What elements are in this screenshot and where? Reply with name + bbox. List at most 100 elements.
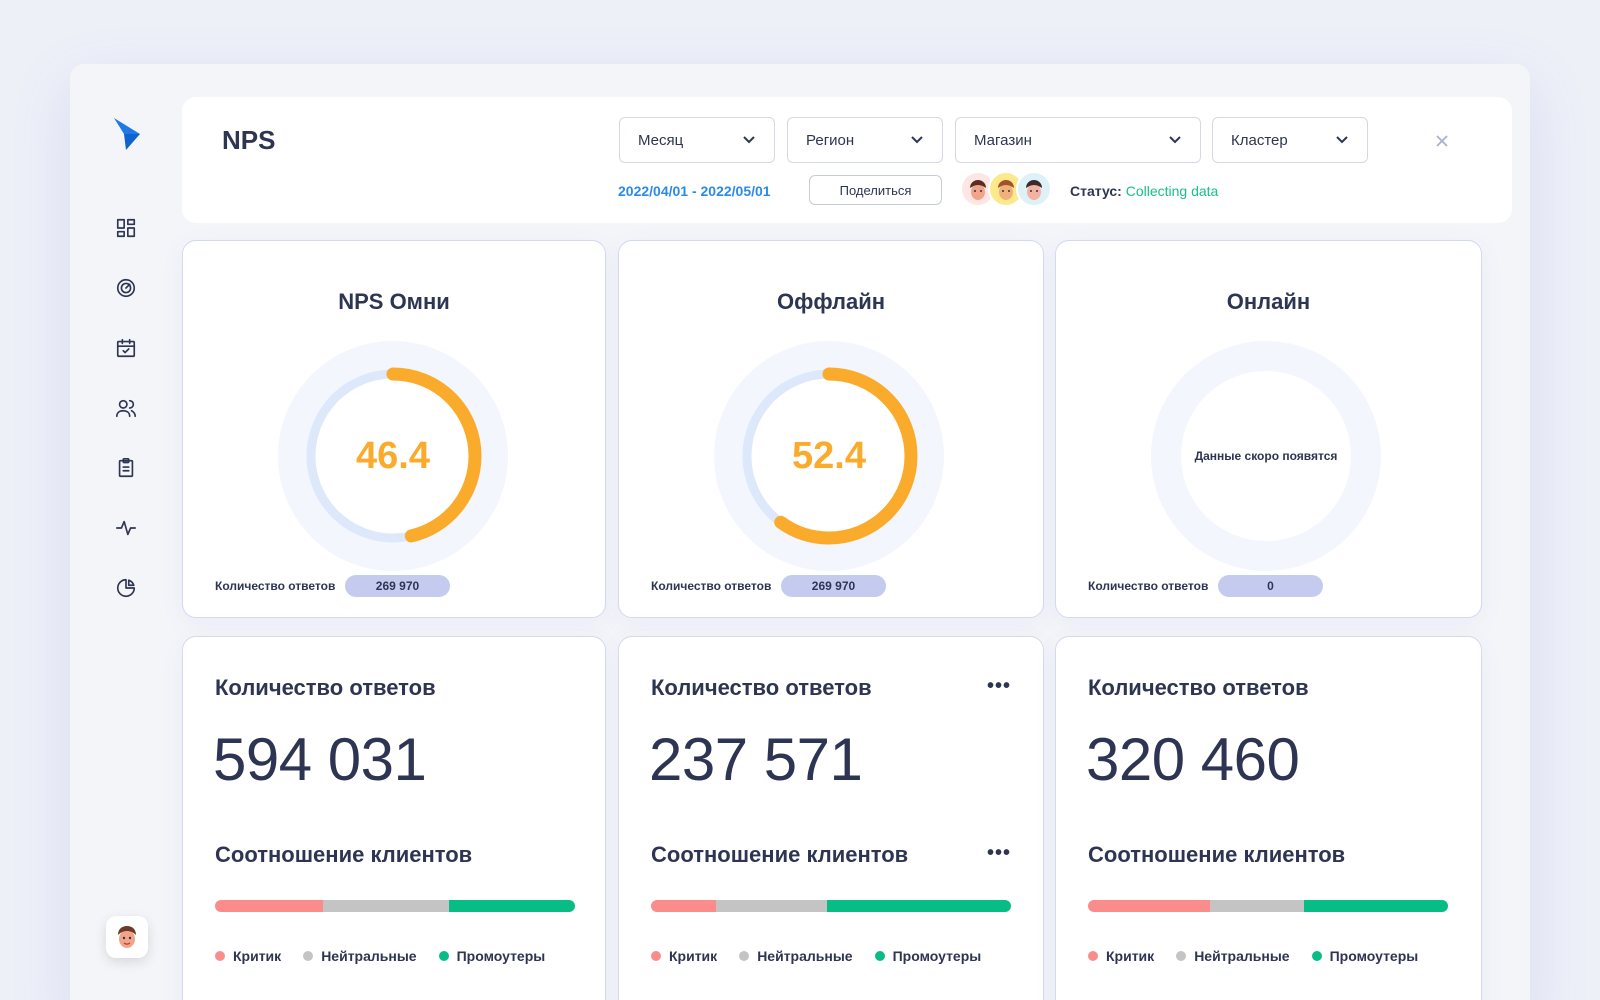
status-label: Статус: — [1070, 183, 1122, 199]
gauge-title: NPS Омни — [338, 289, 450, 314]
filter-month-dropdown[interactable]: Месяц — [619, 117, 775, 163]
ratio-critics-segment — [651, 900, 716, 912]
activity-icon[interactable] — [114, 516, 138, 540]
gauge-halo — [278, 341, 508, 571]
ratio-promoters-segment — [1303, 900, 1448, 912]
ratio-legend: Критик Нейтральные Промоутеры — [651, 948, 981, 964]
legend-critics-label: Критик — [669, 948, 718, 964]
neutral-dot-icon — [739, 951, 750, 961]
gauge-chart — [278, 341, 508, 571]
ratio-promoters-segment — [827, 900, 1011, 912]
pie-chart-icon[interactable] — [114, 576, 138, 600]
promoters-dot-icon — [1311, 951, 1322, 961]
ratio-bar — [651, 900, 1011, 912]
critics-dot-icon — [651, 951, 661, 961]
promoters-dot-icon — [874, 951, 885, 961]
gauge-center — [322, 385, 464, 527]
avatar-face-icon — [1026, 180, 1042, 200]
chevron-down-icon — [1169, 136, 1181, 144]
gauge-arc — [304, 367, 482, 545]
stat-title: Количество ответов — [1088, 675, 1309, 700]
legend-promoters: Промоутеры — [874, 948, 982, 964]
users-icon[interactable] — [114, 396, 138, 420]
avatar-face-icon — [114, 924, 140, 950]
legend-critics: Критик — [215, 948, 281, 964]
gauge-chart — [714, 341, 944, 571]
chevron-down-icon — [911, 136, 923, 144]
count-label: Количество ответов — [651, 579, 772, 593]
legend-neutral: Нейтральные — [1176, 948, 1290, 964]
legend-promoters-label: Промоутеры — [892, 948, 982, 964]
ratio-promoters-segment — [449, 900, 575, 912]
gauge-card-online: Онлайн Данные скоро появятся Количество … — [1055, 240, 1482, 618]
dashboard-icon[interactable] — [114, 216, 138, 240]
user-avatar[interactable] — [106, 916, 148, 958]
count-badge: 0 — [1218, 575, 1323, 597]
promoters-dot-icon — [438, 951, 449, 961]
clipboard-icon[interactable] — [114, 456, 138, 480]
ratio-title: Соотношение клиентов — [1088, 842, 1346, 867]
sidebar — [70, 64, 182, 1000]
avatar[interactable] — [1016, 171, 1052, 207]
filter-store-label: Магазин — [974, 131, 1032, 149]
gauge-placeholder: Данные скоро появятся — [1194, 449, 1338, 463]
ratio-bar — [1088, 900, 1448, 912]
legend-neutral: Нейтральные — [739, 948, 853, 964]
legend-neutral-label: Нейтральные — [757, 948, 853, 964]
date-range[interactable]: 2022/04/01 - 2022/05/01 — [618, 183, 771, 199]
legend-neutral-label: Нейтральные — [321, 948, 417, 964]
neutral-dot-icon — [1176, 951, 1187, 961]
count-label: Количество ответов — [215, 579, 336, 593]
ratio-legend: Критик Нейтральные Промоутеры — [215, 948, 545, 964]
avatar-face-icon — [970, 180, 986, 200]
calendar-check-icon[interactable] — [114, 336, 138, 360]
filter-month-label: Месяц — [638, 131, 684, 149]
count-label: Количество ответов — [1088, 579, 1209, 593]
gauge-title: Оффлайн — [776, 289, 886, 314]
stat-value: 320 460 — [1086, 726, 1300, 793]
legend-critics-label: Критик — [1106, 948, 1155, 964]
legend-critics: Критик — [1088, 948, 1154, 964]
stat-title: Количество ответов — [215, 675, 436, 700]
count-badge: 269 970 — [781, 575, 886, 597]
stat-card-online: Количество ответов 320 460 Соотношение к… — [1055, 636, 1482, 1000]
legend-promoters: Промоутеры — [1311, 948, 1418, 964]
ratio-title: Соотношение клиентов — [651, 842, 909, 867]
more-options-icon[interactable]: ••• — [986, 842, 1011, 864]
legend-critics: Критик — [651, 948, 717, 964]
speedometer-icon[interactable] — [114, 276, 138, 300]
ratio-neutral-segment — [1210, 900, 1304, 912]
status-value: Collecting data — [1125, 183, 1219, 199]
more-options-icon[interactable]: ••• — [986, 675, 1011, 697]
legend-promoters: Промоутеры — [438, 948, 546, 964]
filter-cluster-dropdown[interactable]: Кластер — [1212, 117, 1368, 163]
ratio-critics-segment — [215, 900, 323, 912]
stat-title: Количество ответов — [651, 675, 872, 700]
close-icon[interactable] — [1434, 133, 1450, 149]
gauge-title: Онлайн — [1226, 289, 1311, 314]
ratio-neutral-segment — [715, 900, 828, 912]
legend-promoters-label: Промоутеры — [456, 948, 546, 964]
gauge-chart-empty — [1151, 341, 1381, 571]
app-window: NPS Месяц Регион Магазин Кластер 2022/04… — [70, 64, 1530, 1000]
avatar-face-icon — [998, 180, 1014, 200]
ratio-title: Соотношение клиентов — [215, 842, 473, 867]
header-panel: NPS Месяц Регион Магазин Кластер 2022/04… — [182, 97, 1512, 223]
gauge-halo — [714, 341, 944, 571]
status: Статус: Collecting data — [1070, 183, 1218, 199]
logo-icon[interactable] — [110, 116, 146, 152]
filter-cluster-label: Кластер — [1231, 131, 1288, 149]
critics-dot-icon — [1088, 951, 1098, 961]
ratio-neutral-segment — [323, 900, 449, 912]
neutral-dot-icon — [303, 951, 314, 961]
ratio-legend: Критик Нейтральные Промоутеры — [1088, 948, 1418, 964]
gauge-value: 52.4 — [792, 434, 866, 477]
filter-region-dropdown[interactable]: Регион — [787, 117, 943, 163]
critics-dot-icon — [215, 951, 225, 961]
share-button[interactable]: Поделиться — [809, 175, 942, 205]
filter-store-dropdown[interactable]: Магазин — [955, 117, 1201, 163]
gauge-center — [758, 385, 900, 527]
count-badge: 269 970 — [345, 575, 450, 597]
stat-card-offline: Количество ответов ••• 237 571 Соотношен… — [618, 636, 1044, 1000]
gauge-card-omni: NPS Омни 46.4 Количество ответов 269 970 — [182, 240, 606, 618]
